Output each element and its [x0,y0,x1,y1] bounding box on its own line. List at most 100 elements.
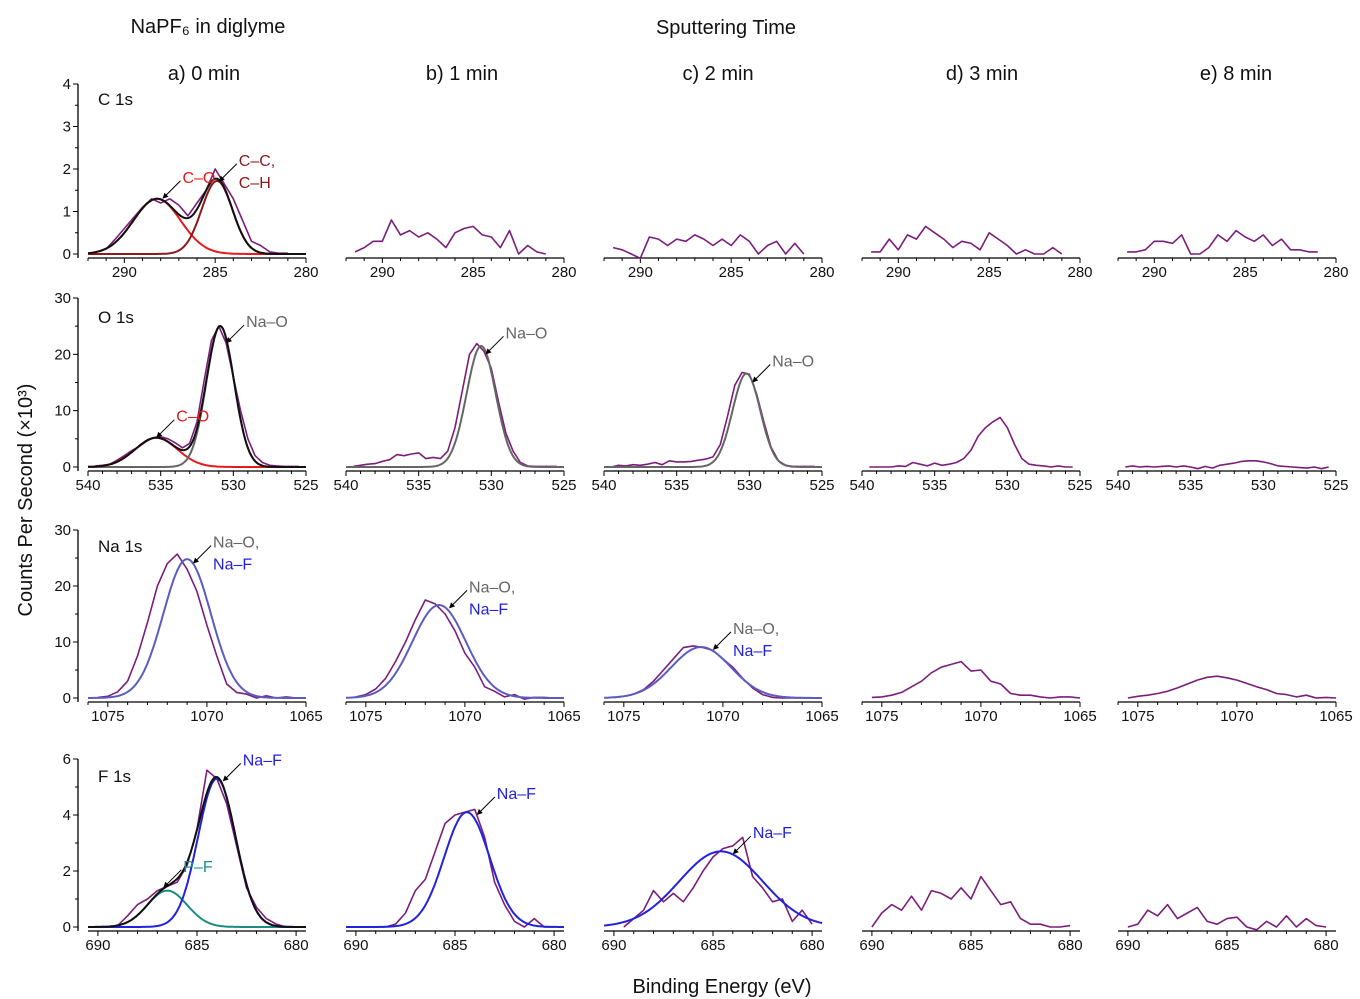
figure-title-left: NaPF₆ in diglyme [131,16,286,38]
column-title-b: b) 1 min [426,63,498,85]
annotation-arrowhead [193,557,200,564]
x-tick-label: 680 [542,937,567,954]
raw-data-line [611,371,815,468]
x-tick-label: 530 [995,477,1020,494]
x-tick-label: 1070 [1220,708,1253,725]
raw-data-line [117,769,297,928]
x-tick-label: 1070 [448,708,481,725]
x-tick-label: 540 [1105,477,1130,494]
annotation-arrowhead [732,848,739,855]
annotation-label: Na–O [772,354,814,371]
chart-panel: 690 685 680 [1115,903,1339,954]
x-tick-label: 535 [664,477,689,494]
y-tick-label: 2 [63,863,71,880]
x-tick-label: 1075 [607,708,640,725]
y-tick-label: 0 [63,690,71,707]
annotation-label: Na–O, [469,579,515,596]
x-tick-label: 285 [461,264,486,281]
y-tick-label: 6 [63,751,71,768]
x-tick-label: 290 [628,264,653,281]
raw-data-line [95,325,299,468]
raw-data-line [97,553,306,699]
x-tick-label: 530 [737,477,762,494]
y-tick-label: 20 [54,578,71,595]
figure-title-center: Sputtering Time [656,17,796,39]
x-tick-label: 690 [1115,937,1140,954]
x-tick-label: 530 [1251,477,1276,494]
raw-data-line [353,342,557,468]
fit-curve [87,197,306,255]
x-tick-label: 285 [1233,264,1258,281]
x-tick-label: 285 [977,264,1002,281]
x-tick-label: 535 [406,477,431,494]
x-tick-label: 1065 [1063,708,1096,725]
y-tick-label: 30 [54,522,71,539]
chart-panel: 690 685 680 Na–F [343,786,566,954]
x-tick-label: 535 [1178,477,1203,494]
y-axis-label: Counts Per Second (×10³) [15,384,37,617]
annotation-arrowhead [713,643,719,650]
x-tick-label: 525 [1067,477,1092,494]
x-tick-label: 685 [184,937,209,954]
x-tick-label: 1070 [190,708,223,725]
y-tick-label: 4 [63,807,71,824]
chart-panel: 690 685 680 Na–F [601,825,824,954]
x-tick-label: 685 [700,937,725,954]
x-tick-label: 280 [293,264,318,281]
annotation-label: C–C, [239,153,275,170]
annotation-label: C–H [239,175,271,192]
chart-panel: 540 535 530 525 0 10 20 30 C–O Na–O [54,290,318,494]
x-tick-label: 690 [859,937,884,954]
x-tick-label: 540 [591,477,616,494]
column-title-c: c) 2 min [682,63,753,85]
raw-data-line [871,660,1081,699]
fit-curve [88,436,306,468]
x-tick-label: 1075 [91,708,124,725]
envelope-curve [88,776,306,928]
annotation-label: Na–F [243,752,282,769]
x-tick-label: 1070 [964,708,997,725]
chart-panel: 1075 1070 1065 0 10 20 30 Na–O, Na–F [54,522,322,725]
x-tick-label: 525 [809,477,834,494]
annotation-label: Na–O, [213,535,259,552]
annotation-arrowhead [485,348,492,355]
y-tick-label: 30 [54,290,71,307]
x-tick-label: 530 [221,477,246,494]
chart-panel: 540 535 530 525 [849,416,1093,494]
annotation-arrowhead [226,337,233,344]
chart-panel: 1075 1070 1065 [1117,675,1353,725]
raw-data-line [1127,903,1327,931]
x-tick-label: 290 [370,264,395,281]
raw-data-line [612,234,805,260]
x-tick-label: 280 [551,264,576,281]
raw-data-line [871,875,1071,928]
y-tick-label: 0 [63,919,71,936]
annotation-label: Na–F [213,557,252,574]
raw-data-line [96,168,288,254]
x-tick-label: 1065 [547,708,580,725]
x-tick-label: 680 [284,937,309,954]
x-tick-label: 535 [148,477,173,494]
x-tick-label: 540 [75,477,100,494]
fit-curve [88,179,306,255]
y-tick-label: 2 [63,161,71,178]
x-tick-label: 530 [479,477,504,494]
x-tick-label: 685 [442,937,467,954]
raw-data-line [869,416,1073,468]
annotation-label: Na–F [497,786,536,803]
annotation-label: C–O [182,170,215,187]
x-tick-label: 1065 [289,708,322,725]
x-tick-label: 285 [203,264,228,281]
annotation-arrowhead [449,602,456,609]
chart-panel: 290 285 280 [603,234,835,281]
raw-data-line [354,219,546,255]
fit-curve [346,344,564,468]
raw-data-line [375,808,555,928]
chart-panel: 290 285 280 [861,225,1093,281]
x-tick-label: 290 [1142,264,1167,281]
column-title-a: a) 0 min [168,63,240,85]
y-tick-label: 0 [63,459,71,476]
x-tick-label: 1070 [706,708,739,725]
chart-panel: 290 285 280 [1117,229,1349,281]
